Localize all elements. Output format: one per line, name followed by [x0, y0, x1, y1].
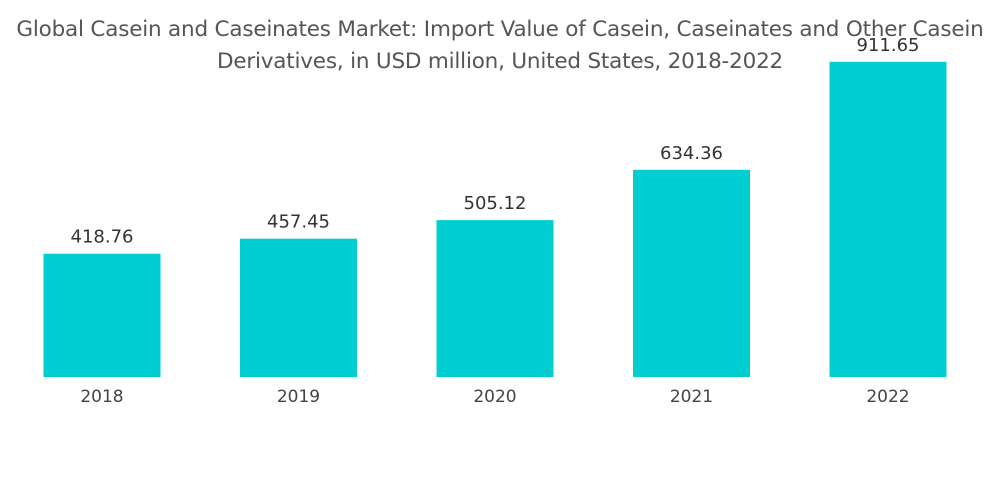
chart-title-line-1: Global Casein and Caseinates Market: Imp… — [16, 17, 984, 42]
bar-2021 — [633, 169, 750, 377]
bar-2018 — [43, 253, 161, 377]
bar-2019 — [240, 238, 357, 377]
data-label-2022: 911.65 — [857, 35, 920, 56]
x-tick-label-2021: 2021 — [670, 387, 713, 407]
bar-2022 — [829, 61, 947, 378]
x-tick-label-2022: 2022 — [866, 387, 909, 407]
data-label-2020: 505.12 — [464, 193, 527, 214]
data-label-2021: 634.36 — [660, 143, 723, 164]
bar-2020 — [436, 220, 554, 377]
data-label-2019: 457.45 — [267, 212, 330, 233]
x-tick-label-2020: 2020 — [473, 387, 516, 407]
chart-title-line-2: Derivatives, in USD million, United Stat… — [216, 49, 784, 74]
x-tick-label-2019: 2019 — [277, 387, 320, 407]
data-label-2018: 418.76 — [71, 227, 134, 248]
x-tick-label-2018: 2018 — [80, 387, 123, 407]
chart-title: Global Casein and Caseinates Market: Imp… — [0, 14, 1000, 78]
